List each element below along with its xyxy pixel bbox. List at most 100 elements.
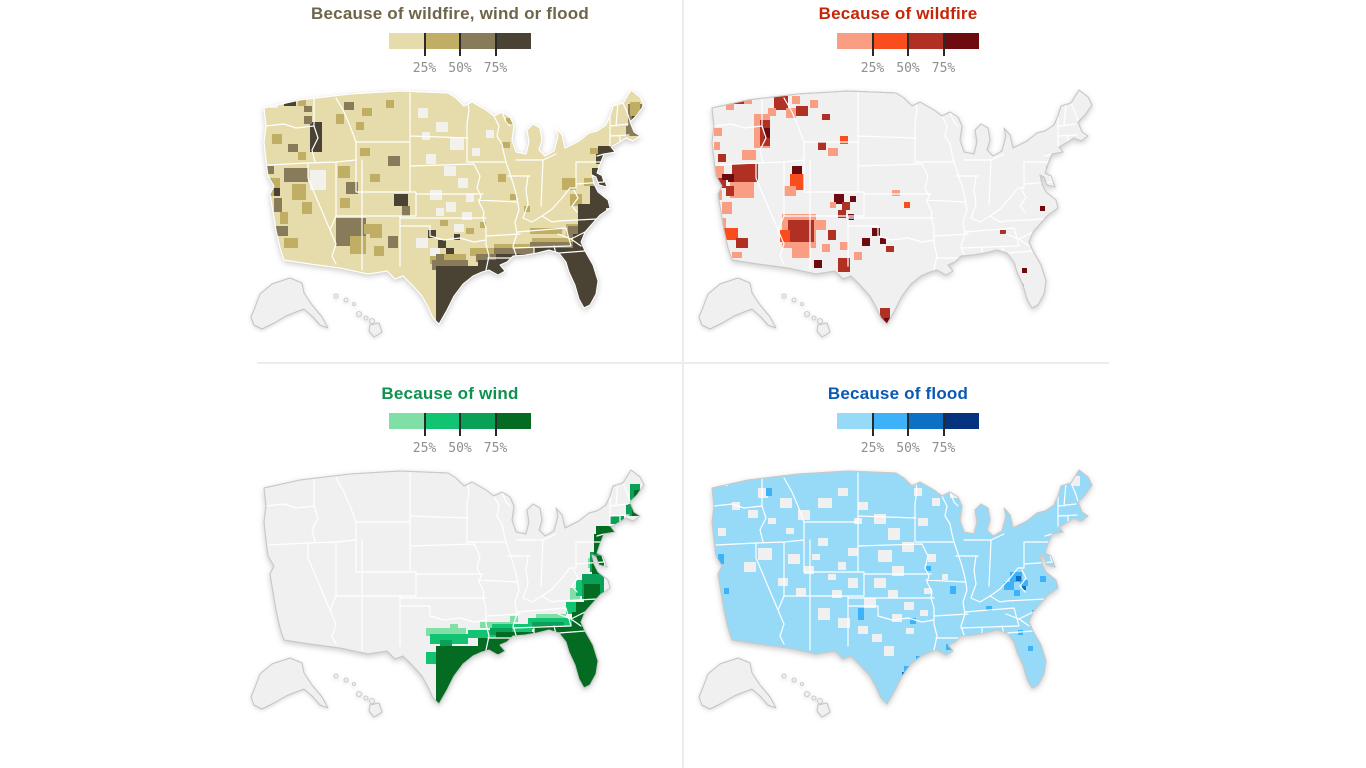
- county-patch: [416, 238, 428, 248]
- county-patch: [370, 224, 382, 238]
- county-patch: [818, 142, 826, 150]
- legend-segment: [872, 33, 908, 49]
- legend-tick-75: [494, 33, 497, 56]
- county-patch: [388, 156, 400, 166]
- county-patch: [466, 194, 474, 202]
- us-choropleth-map-wind: [250, 469, 645, 718]
- mainland-group: [711, 469, 1093, 705]
- county-patch: [346, 182, 358, 194]
- county-patch: [362, 108, 372, 116]
- county-patch: [388, 236, 398, 248]
- legend-tick-25: [423, 33, 426, 56]
- county-patch: [862, 238, 870, 246]
- island-shape: [352, 682, 356, 686]
- legend-label-25: 25%: [412, 61, 437, 76]
- county-patch: [768, 518, 776, 524]
- county-patch: [436, 208, 444, 216]
- legend-tick-25: [871, 33, 874, 56]
- county-patch: [722, 202, 732, 214]
- county-patch: [1022, 586, 1026, 590]
- county-patch: [718, 178, 726, 188]
- county-patch: [718, 528, 726, 536]
- county-patch: [966, 482, 974, 490]
- county-patch: [356, 122, 364, 130]
- us-choropleth-map-combined: [250, 89, 645, 338]
- legend-tick-25: [871, 413, 874, 436]
- legend-segment: [389, 33, 425, 49]
- county-patch: [822, 114, 830, 120]
- county-patch: [848, 548, 858, 556]
- county-patch: [304, 116, 312, 124]
- legend-tick-75: [942, 33, 945, 56]
- county-patch: [798, 510, 810, 520]
- legend-label-50: 50%: [448, 61, 472, 76]
- island-shape: [343, 677, 349, 683]
- county-patch: [918, 518, 928, 526]
- county-patch: [714, 166, 724, 178]
- county-patch: [394, 194, 408, 206]
- county-patch: [426, 652, 438, 664]
- county-patch: [510, 616, 518, 622]
- county-patch: [850, 196, 856, 202]
- county-patch: [858, 608, 864, 620]
- county-patch: [418, 108, 428, 118]
- county-patch: [732, 502, 740, 510]
- county-patch: [610, 516, 624, 524]
- county-patch: [446, 248, 454, 254]
- county-patch: [888, 590, 898, 598]
- county-patch: [838, 258, 850, 272]
- county-patch: [926, 566, 931, 571]
- county-patch: [370, 174, 380, 182]
- legend-label-75: 75%: [931, 61, 956, 76]
- county-patch: [596, 526, 614, 534]
- nation-border: [711, 89, 1093, 325]
- panel-title: Because of wildfire: [818, 4, 978, 23]
- county-patch: [888, 528, 900, 540]
- county-patch: [924, 588, 932, 594]
- nation-outline: [711, 469, 1093, 705]
- county-patch: [986, 606, 992, 611]
- county-patch: [874, 514, 886, 524]
- county-patch: [832, 590, 842, 598]
- county-patch: [584, 584, 600, 604]
- county-patch: [838, 618, 850, 628]
- county-patch: [816, 220, 826, 230]
- county-patch: [858, 502, 868, 510]
- county-patch: [818, 608, 830, 620]
- legend-segment: [943, 33, 979, 49]
- county-patch: [374, 246, 384, 256]
- island-shape: [333, 293, 339, 299]
- island-shape: [363, 695, 369, 701]
- county-patch: [814, 260, 822, 268]
- county-patch: [722, 174, 728, 180]
- county-patch: [874, 578, 886, 588]
- legend-segment: [837, 413, 873, 429]
- county-patch: [796, 106, 808, 116]
- county-patch: [1014, 590, 1020, 596]
- county-patch: [724, 228, 738, 240]
- county-patch: [774, 96, 788, 110]
- county-patch: [360, 148, 370, 156]
- county-patch: [766, 488, 772, 496]
- county-patch: [818, 538, 828, 546]
- legend-tick-50: [459, 33, 461, 56]
- legend-label-25: 25%: [412, 441, 437, 456]
- color-legend: 25% 50% 75%: [389, 413, 531, 459]
- legend-label-50: 50%: [896, 441, 920, 456]
- county-patch: [340, 198, 350, 208]
- county-patch: [892, 566, 904, 576]
- legend-tick-50: [907, 33, 909, 56]
- county-patch: [792, 96, 800, 104]
- county-patch: [530, 228, 562, 234]
- mainland-group: [711, 89, 1093, 325]
- island-shape: [804, 691, 810, 697]
- legend-color-ramp: [389, 413, 531, 429]
- county-patch: [786, 108, 796, 118]
- alaska-shape: [250, 277, 329, 330]
- island-shape: [800, 682, 804, 686]
- county-patch: [440, 640, 452, 650]
- county-patch: [840, 242, 848, 250]
- county-patch: [732, 164, 758, 182]
- county-patch: [426, 628, 466, 636]
- county-patch: [310, 122, 322, 152]
